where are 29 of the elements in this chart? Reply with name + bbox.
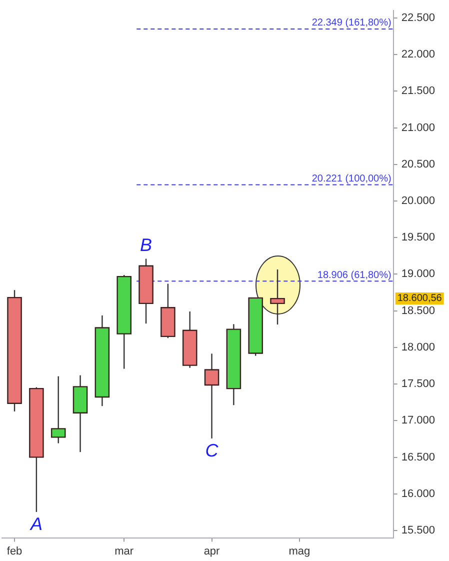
ref-line-label: 22.349 (161,80%)	[312, 18, 392, 29]
text: 18.600,56	[397, 293, 442, 304]
y-tick-label: 20.000	[401, 195, 436, 208]
candlestick	[204, 353, 220, 440]
candlestick	[270, 268, 285, 326]
annotation: C	[205, 440, 220, 460]
y-tick-label: 16.500	[401, 451, 436, 464]
annotation: A	[29, 514, 42, 534]
y-tick-label: 18.500	[401, 304, 436, 317]
y-tick-label: 22.500	[401, 12, 436, 24]
x-tick-label: feb	[6, 545, 22, 558]
y-tick-label: 17.500	[401, 378, 436, 390]
y-tick-label: 17.000	[401, 414, 436, 427]
y-tick-label: 15.500	[401, 524, 436, 537]
y-tick-label: 22.000	[401, 48, 436, 61]
y-tick-label: 19.000	[401, 268, 436, 280]
annotation: B	[140, 234, 152, 255]
x-tick-label: mag	[288, 545, 310, 558]
y-tick-label: 21.500	[401, 85, 436, 98]
y-tick-label: 20.500	[401, 158, 436, 170]
y-tick-label: 21.000	[401, 122, 436, 134]
y-tick-label: 19.500	[401, 232, 436, 244]
y-tick-label: 16.000	[401, 488, 436, 500]
y-tick-label: 18.000	[401, 341, 436, 354]
ref-line-label: 18.906 (61,80%)	[317, 270, 392, 281]
x-tick-label: mar	[114, 545, 134, 558]
ref-line-label: 20.221 (100,00%)	[312, 174, 392, 185]
candlestick	[50, 376, 66, 444]
x-tick-label: apr	[204, 545, 220, 558]
